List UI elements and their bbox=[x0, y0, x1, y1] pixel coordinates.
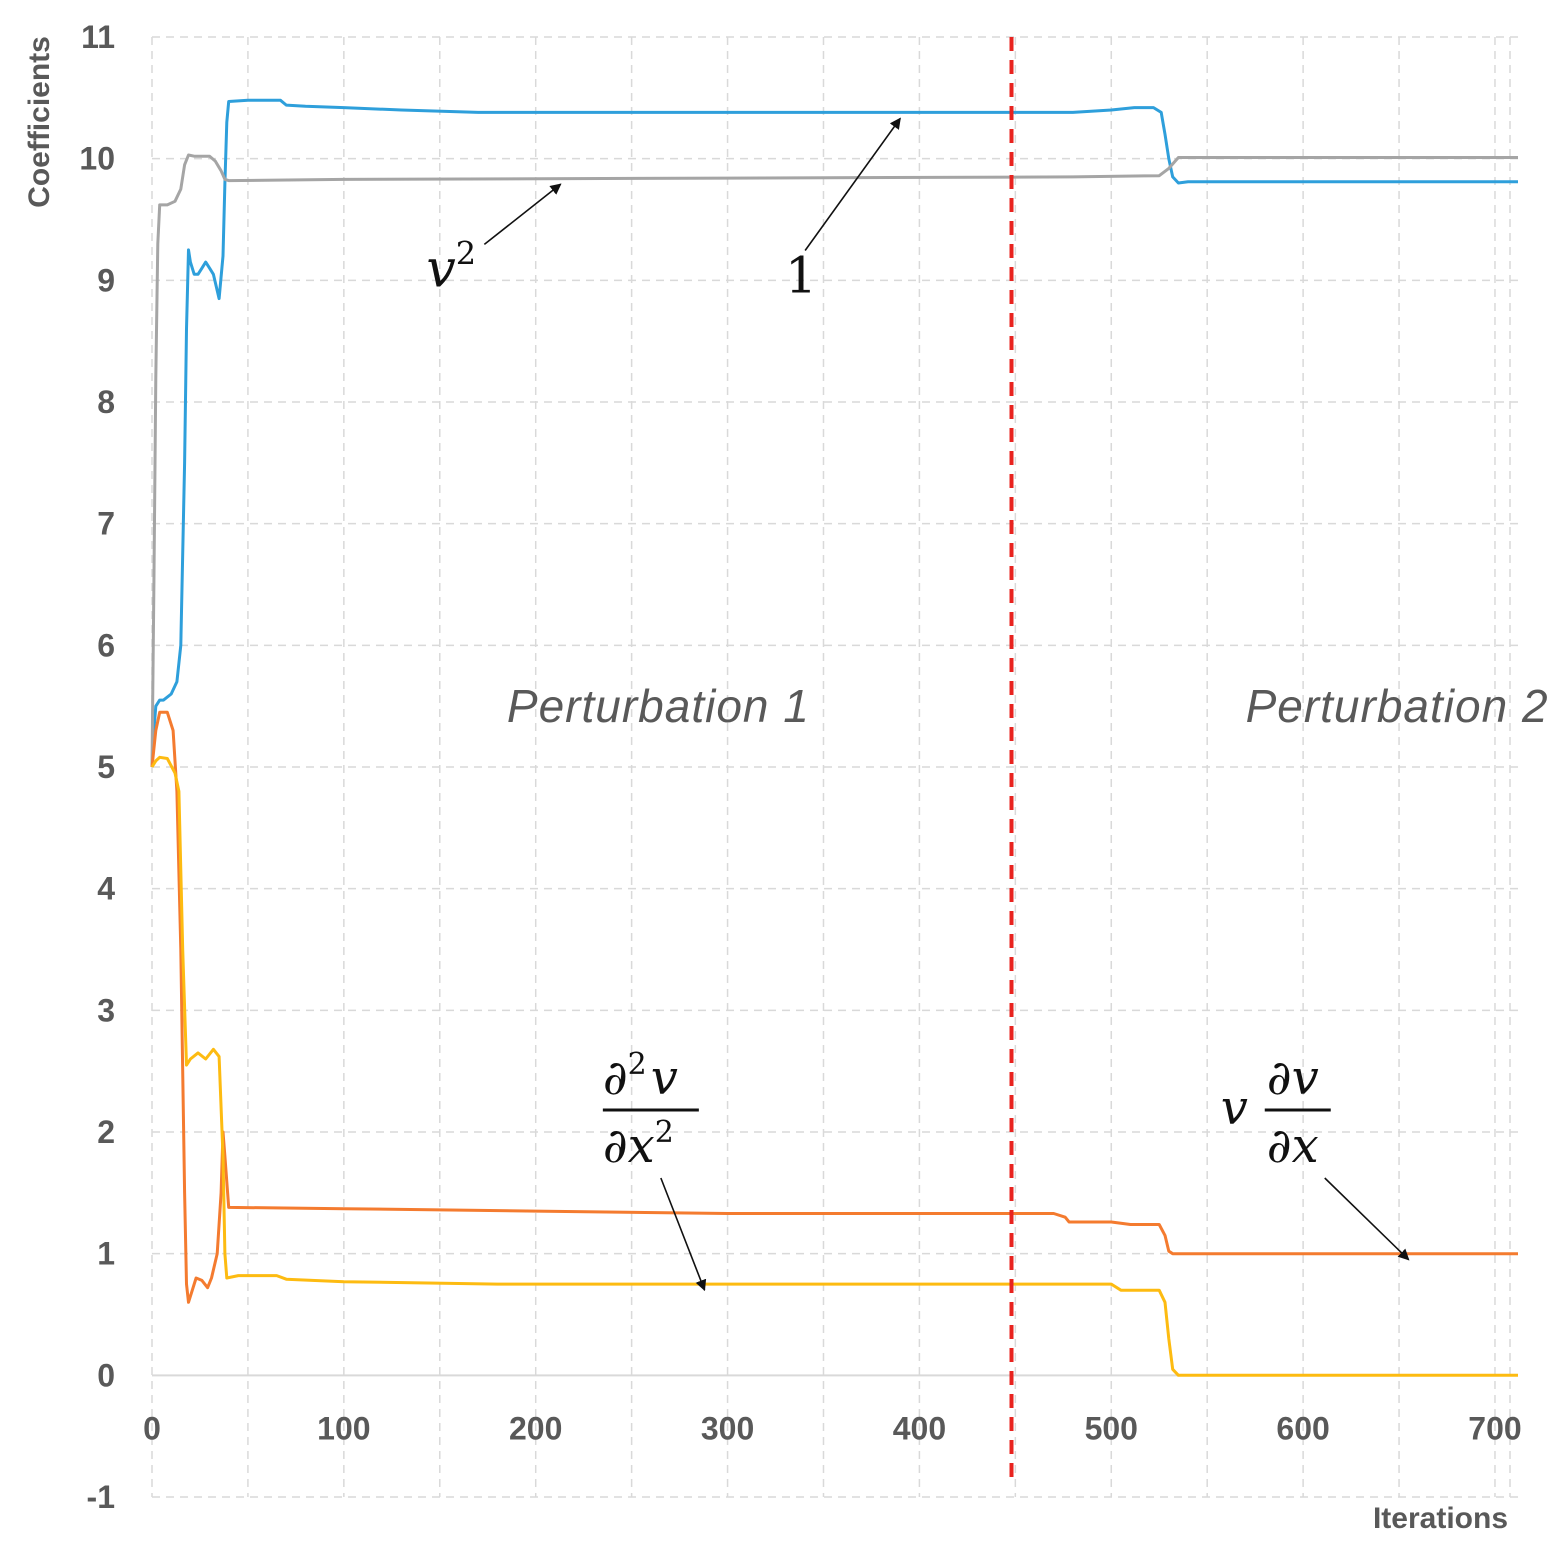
denominator-partial: ∂ bbox=[603, 1118, 628, 1174]
annotation-arrow bbox=[660, 1177, 707, 1292]
y-tick-label: 8 bbox=[97, 384, 115, 420]
tick-labels: -1 0 1 2 3 4 5 6 7 8 9 10 11 0 100 200 300 400 500 600 700 bbox=[79, 19, 1521, 1515]
x-tick-label: 100 bbox=[317, 1410, 370, 1446]
advection-numerator-variable: v bbox=[1292, 1050, 1319, 1106]
advection-denominator-variable: x bbox=[1292, 1118, 1319, 1174]
annotation-v-squared: v2 bbox=[426, 234, 476, 299]
annotation-constant-term: 1 bbox=[785, 247, 817, 305]
series-line-3 bbox=[150, 755, 1518, 1377]
advection-numerator-partial: ∂ bbox=[1267, 1050, 1292, 1106]
annotation-arrow bbox=[483, 183, 562, 246]
series-line-1 bbox=[150, 153, 1518, 768]
numerator-partial: ∂ bbox=[603, 1050, 628, 1106]
annotation-constant-label: 1 bbox=[785, 247, 817, 305]
annotation-second-derivative: ∂2v ∂x2 bbox=[602, 1047, 699, 1174]
x-tick-label: 500 bbox=[1085, 1410, 1138, 1446]
annotation-arrow bbox=[1324, 1177, 1410, 1261]
numerator-variable: v bbox=[651, 1050, 678, 1106]
y-tick-label: 1 bbox=[97, 1236, 115, 1272]
second-derivative-denominator: ∂x2 bbox=[603, 1115, 674, 1174]
y-tick-label: 3 bbox=[97, 992, 115, 1028]
annotation-arrows bbox=[483, 117, 1410, 1292]
x-tick-label: 400 bbox=[893, 1410, 946, 1446]
series-line-2 bbox=[150, 710, 1518, 1304]
y-tick-label: 10 bbox=[79, 141, 115, 177]
x-tick-label: 700 bbox=[1468, 1410, 1521, 1446]
v-squared-exponent: 2 bbox=[456, 234, 476, 272]
annotation-arrow bbox=[804, 117, 901, 251]
x-axis-title: Iterations bbox=[1373, 1502, 1508, 1535]
y-tick-label: 6 bbox=[97, 627, 115, 663]
y-tick-label: 2 bbox=[97, 1114, 115, 1150]
y-tick-label: 5 bbox=[97, 749, 115, 785]
x-tick-label: 300 bbox=[701, 1410, 754, 1446]
series-line-0 bbox=[150, 98, 1518, 768]
annotation-advection-term: v ∂v ∂x bbox=[1221, 1050, 1331, 1174]
x-tick-label: 200 bbox=[509, 1410, 562, 1446]
annotation-v-squared-label: v2 bbox=[426, 234, 476, 299]
v-squared-base: v bbox=[426, 239, 455, 299]
y-tick-label: 0 bbox=[97, 1357, 115, 1393]
second-derivative-numerator: ∂2v bbox=[603, 1047, 678, 1106]
advection-denominator-partial: ∂ bbox=[1267, 1118, 1292, 1174]
y-tick-label: -1 bbox=[87, 1479, 115, 1515]
grid bbox=[151, 36, 1518, 1498]
denominator-exponent: 2 bbox=[655, 1115, 674, 1150]
advection-prefix-variable: v bbox=[1221, 1080, 1248, 1136]
y-axis-title: Coefficients bbox=[23, 36, 56, 208]
x-tick-label: 600 bbox=[1276, 1410, 1329, 1446]
series-lines bbox=[150, 98, 1518, 1377]
advection-numerator: ∂v bbox=[1267, 1050, 1319, 1106]
numerator-exponent: 2 bbox=[628, 1047, 647, 1082]
region-label-perturbation-1: Perturbation 1 bbox=[507, 680, 810, 732]
y-tick-label: 9 bbox=[97, 262, 115, 298]
y-tick-label: 4 bbox=[97, 871, 115, 907]
denominator-variable: x bbox=[628, 1118, 655, 1174]
y-tick-label: 7 bbox=[97, 506, 115, 542]
y-tick-label: 11 bbox=[81, 19, 115, 55]
x-tick-label: 0 bbox=[143, 1410, 161, 1446]
advection-denominator: ∂x bbox=[1267, 1118, 1319, 1174]
region-label-perturbation-2: Perturbation 2 bbox=[1246, 680, 1549, 732]
